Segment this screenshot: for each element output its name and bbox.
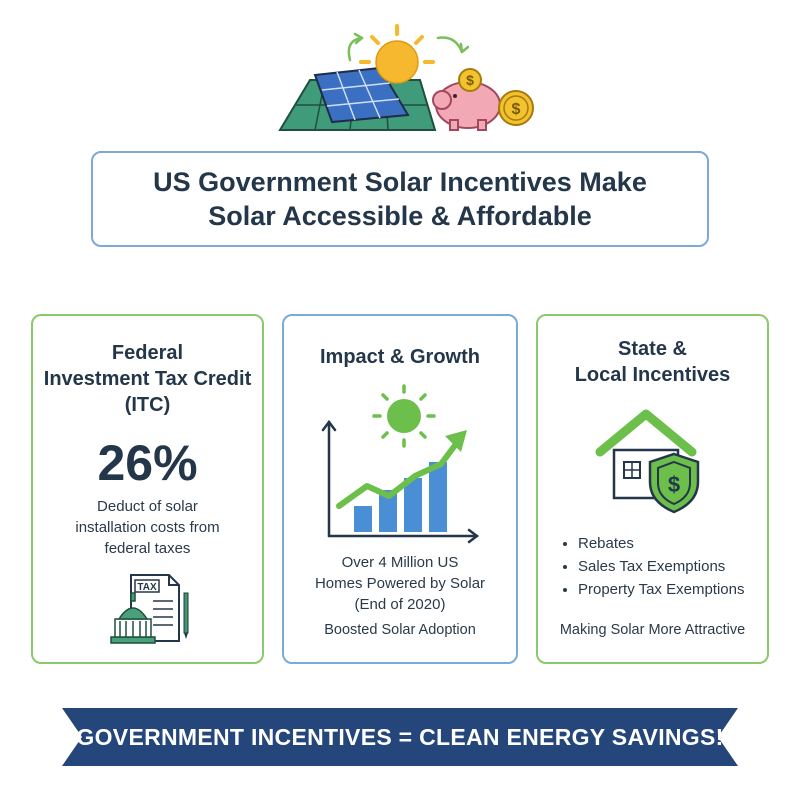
incentive-list: Rebates Sales Tax Exemptions Property Ta… [564, 532, 744, 601]
svg-text:$: $ [512, 101, 521, 118]
svg-text:$: $ [466, 72, 474, 88]
federal-itc-title: Federal Investment Tax Credit (ITC) [33, 340, 262, 418]
itc-description-line: federal taxes [104, 540, 191, 557]
itc-description: Deduct of solar installation costs from … [33, 496, 262, 559]
list-item: Sales Tax Exemptions [578, 555, 744, 578]
state-local-title: State & Local Incentives [538, 336, 767, 388]
state-local-title-line: Local Incentives [574, 364, 731, 386]
solar-panel-icon [278, 66, 437, 131]
house-shield-dollar-icon: $ [594, 406, 714, 516]
itc-percent: 26% [97, 435, 198, 491]
banner-text: GOVERNMENT INCENTIVES = CLEAN ENERGY SAV… [76, 724, 724, 750]
state-local-card: State & Local Incentives $ Rebates Sales… [536, 314, 769, 664]
homes-powered-stat-line: (End of 2020) [354, 596, 446, 613]
hero-illustration: $ $ [270, 20, 550, 140]
coin-icon: $ [498, 90, 534, 126]
federal-itc-title-line: (ITC) [124, 394, 171, 416]
homes-powered-stat: Over 4 Million US Homes Powered by Solar… [284, 552, 516, 615]
page-title-line-1: US Government Solar Incentives Make [153, 167, 647, 197]
homes-powered-stat-line: Homes Powered by Solar [314, 575, 486, 592]
svg-text:$: $ [668, 472, 680, 497]
state-local-title-line: State & [618, 338, 687, 360]
list-item: Rebates [578, 532, 744, 555]
homes-powered-stat-line: Over 4 Million US [341, 554, 459, 571]
itc-description-line: Deduct of solar [97, 498, 198, 515]
list-item: Property Tax Exemptions [578, 578, 744, 601]
impact-footer: Boosted Solar Adoption [324, 622, 476, 638]
page-title: US Government Solar Incentives Make Sola… [91, 151, 709, 247]
impact-growth-title: Impact & Growth [319, 346, 480, 368]
cycle-arrow-icon [347, 32, 470, 62]
federal-itc-title-line: Federal [111, 342, 184, 364]
sun-icon [359, 24, 435, 84]
piggy-bank-icon: $ [432, 68, 501, 131]
bottom-banner: GOVERNMENT INCENTIVES = CLEAN ENERGY SAV… [62, 708, 738, 766]
itc-description-line: installation costs from [75, 519, 220, 536]
page-title-line-2: Solar Accessible & Affordable [208, 201, 592, 231]
federal-itc-card: Federal Investment Tax Credit (ITC) 26% … [31, 314, 264, 664]
tax-document-capitol-icon: TAX [107, 571, 195, 646]
state-local-footer: Making Solar More Attractive [559, 622, 746, 638]
svg-text:TAX: TAX [137, 582, 157, 593]
federal-itc-title-line: Investment Tax Credit [43, 368, 252, 390]
growth-chart-sun-icon [319, 378, 489, 548]
impact-growth-card: Impact & Growth [282, 314, 518, 664]
